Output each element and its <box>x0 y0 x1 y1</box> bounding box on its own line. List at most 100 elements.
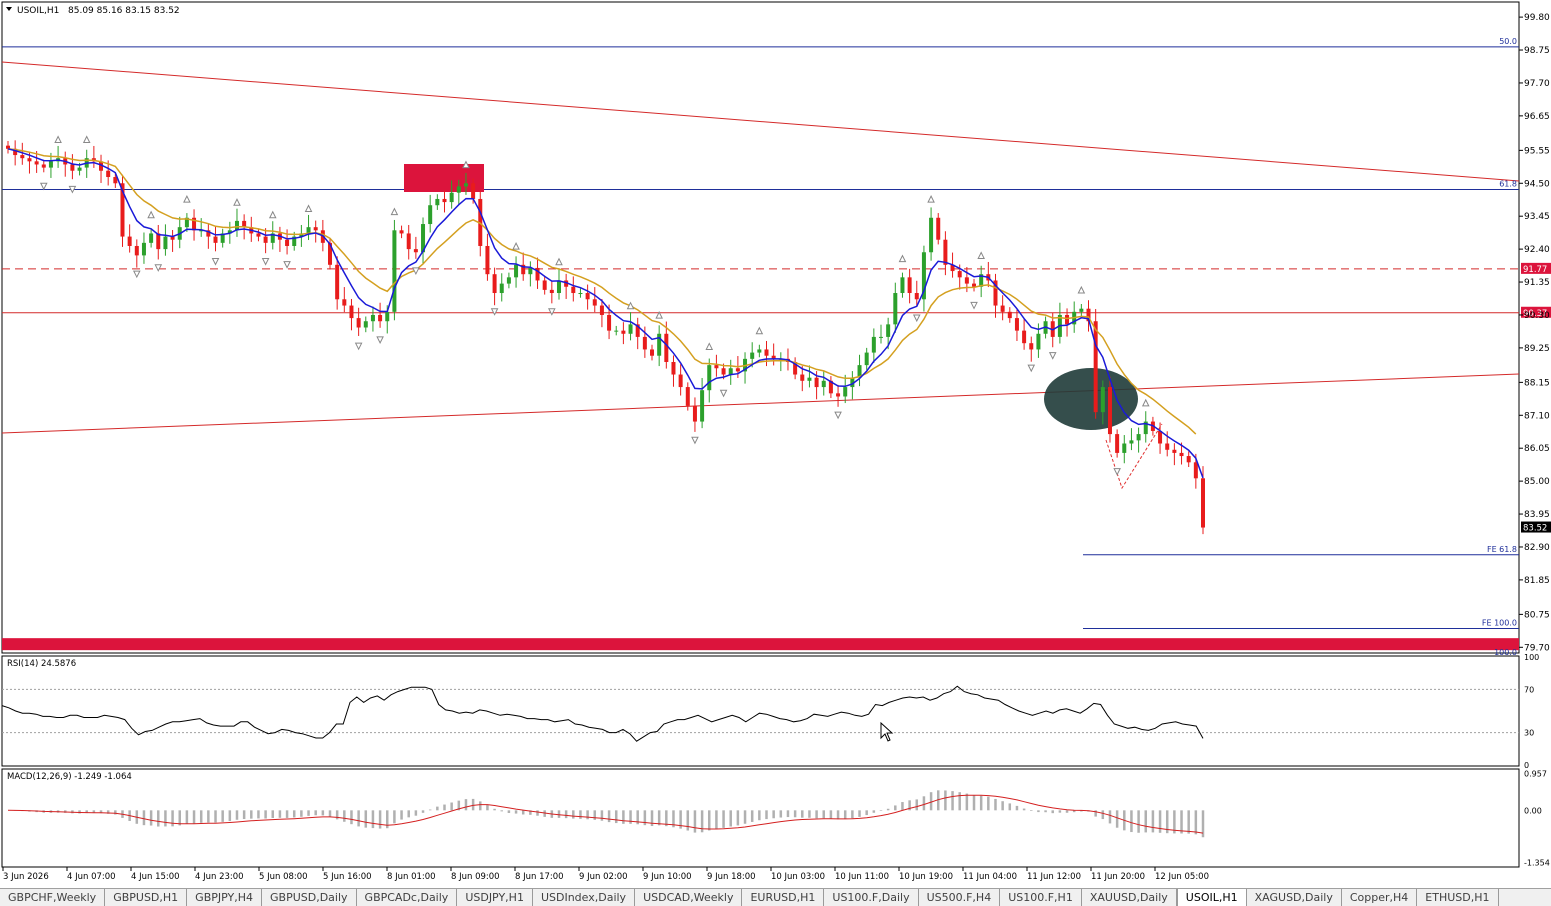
chart-tab[interactable]: USDJPY,H1 <box>457 889 533 906</box>
ma-fast-line[interactable] <box>7 148 1204 479</box>
candle-body <box>206 230 211 237</box>
fib-100-band[interactable] <box>2 638 1519 651</box>
candle-body <box>1143 421 1148 435</box>
chart-tab[interactable]: GBPUSD,H1 <box>105 889 188 906</box>
macd-label: MACD(12,26,9) -1.249 -1.064 <box>7 772 132 782</box>
chart-tab[interactable]: GBPUSD,Daily <box>262 889 357 906</box>
candle-body <box>936 217 941 240</box>
candle-body <box>556 280 561 294</box>
candle-body <box>34 161 39 165</box>
candle-body <box>993 280 998 306</box>
chart-tab[interactable]: GBPCHF,Weekly <box>0 889 106 906</box>
candle-body <box>728 368 733 375</box>
fractal-down-icon <box>412 267 420 276</box>
candle-body <box>328 242 333 265</box>
highlight-ellipse <box>1044 368 1138 430</box>
candle-body <box>1136 434 1141 441</box>
candle-body <box>6 145 10 149</box>
chart-tab[interactable]: USDIndex,Daily <box>533 889 636 906</box>
chart-tab[interactable]: US100.F,Daily <box>824 889 919 906</box>
price-tick: 87.10 <box>1524 411 1550 421</box>
candle-body <box>134 245 139 256</box>
dropdown-icon[interactable] <box>6 7 12 11</box>
chart-tab[interactable]: US100.F,H1 <box>1000 889 1082 906</box>
chart-tab[interactable]: GBPCADc,Daily <box>357 889 458 906</box>
chart-tab[interactable]: USOIL,H1 <box>1176 889 1247 906</box>
fractal-up-icon <box>898 254 907 263</box>
candle-body <box>313 227 318 231</box>
candle-body <box>256 233 261 237</box>
chart-tab[interactable]: EURUSD,H1 <box>742 889 825 906</box>
fractal-up-icon <box>555 257 563 266</box>
upper-trend-line <box>1 61 1520 182</box>
chart-tab[interactable]: GBPJPY,H4 <box>187 889 262 906</box>
rsi-tick: 0 <box>1524 761 1529 770</box>
fractal-down-icon <box>912 314 921 323</box>
candle-body <box>621 330 626 334</box>
candle-body <box>113 177 118 184</box>
price-tick: 81.85 <box>1524 576 1550 586</box>
candle-body <box>413 249 418 253</box>
candle-body <box>692 405 697 422</box>
candle-body <box>213 236 218 243</box>
price-tick: 95.55 <box>1524 146 1550 156</box>
price-tick: 97.70 <box>1524 79 1550 89</box>
fractal-down-icon <box>211 258 220 266</box>
time-tick: 5 Jun 16:00 <box>323 872 372 882</box>
fractal-up-icon <box>512 242 520 250</box>
chart-tab[interactable]: Copper,H4 <box>1342 889 1418 906</box>
candle-body <box>70 164 75 171</box>
fractal-down-icon <box>154 264 163 272</box>
fractal-up-icon <box>705 342 714 350</box>
chart-tab[interactable]: ETHUSD,H1 <box>1417 889 1499 906</box>
candle-body <box>542 280 547 290</box>
candle-body <box>814 377 819 388</box>
candle-body <box>1115 434 1120 453</box>
candle-body <box>1036 333 1041 350</box>
candle-body <box>807 377 812 381</box>
level-price-badge <box>1521 262 1551 274</box>
fractal-down-icon <box>970 301 978 310</box>
candle-body <box>1179 452 1184 457</box>
candle-body <box>363 321 368 328</box>
fib-label: 61.8 <box>1499 180 1517 189</box>
candle-body <box>836 393 841 397</box>
candle-body <box>99 161 104 171</box>
candle-body <box>220 233 225 243</box>
candle-body <box>463 183 468 187</box>
candle-body <box>77 167 82 171</box>
candle-body <box>1100 387 1105 413</box>
candle-body <box>764 349 769 356</box>
trend-lines[interactable] <box>1 61 1520 490</box>
candle-body <box>893 293 898 325</box>
candle-body <box>564 280 569 287</box>
fib-label: 100.0 <box>1494 648 1517 657</box>
fractal-down-icon <box>376 336 384 345</box>
macd-tick: 0.00 <box>1524 806 1542 815</box>
fractal-down-icon <box>1048 352 1057 360</box>
chart-tab[interactable]: XAUUSD,Daily <box>1082 889 1177 906</box>
chart-tab[interactable]: XAGUSD,Daily <box>1247 889 1342 906</box>
chart-tab[interactable]: US500.F,H4 <box>919 889 1001 906</box>
fractal-down-icon <box>1027 364 1036 373</box>
macd-signal-line[interactable] <box>7 794 1204 834</box>
price-tick: 90.30 <box>1524 311 1550 321</box>
current-price-badge <box>1521 521 1551 533</box>
fractal-down-icon <box>261 258 270 266</box>
price-tick: 80.75 <box>1524 610 1550 620</box>
rsi-line[interactable] <box>1 685 1204 742</box>
candle-body <box>614 330 619 332</box>
candle-body <box>385 311 390 322</box>
fractal-up-icon <box>927 194 935 203</box>
chart-tab[interactable]: USDCAD,Weekly <box>635 889 743 906</box>
candle-body <box>735 368 740 372</box>
fractal-down-icon <box>39 182 48 191</box>
level-price-badge <box>1521 306 1551 318</box>
time-tick: 10 Jun 03:00 <box>771 872 825 882</box>
level-price-text: 90.37 <box>1523 309 1547 319</box>
price-tick: 79.70 <box>1524 643 1550 653</box>
price-tick: 89.25 <box>1524 344 1550 354</box>
rsi-label: RSI(14) 24.5876 <box>7 659 76 669</box>
candle-body <box>964 277 969 284</box>
